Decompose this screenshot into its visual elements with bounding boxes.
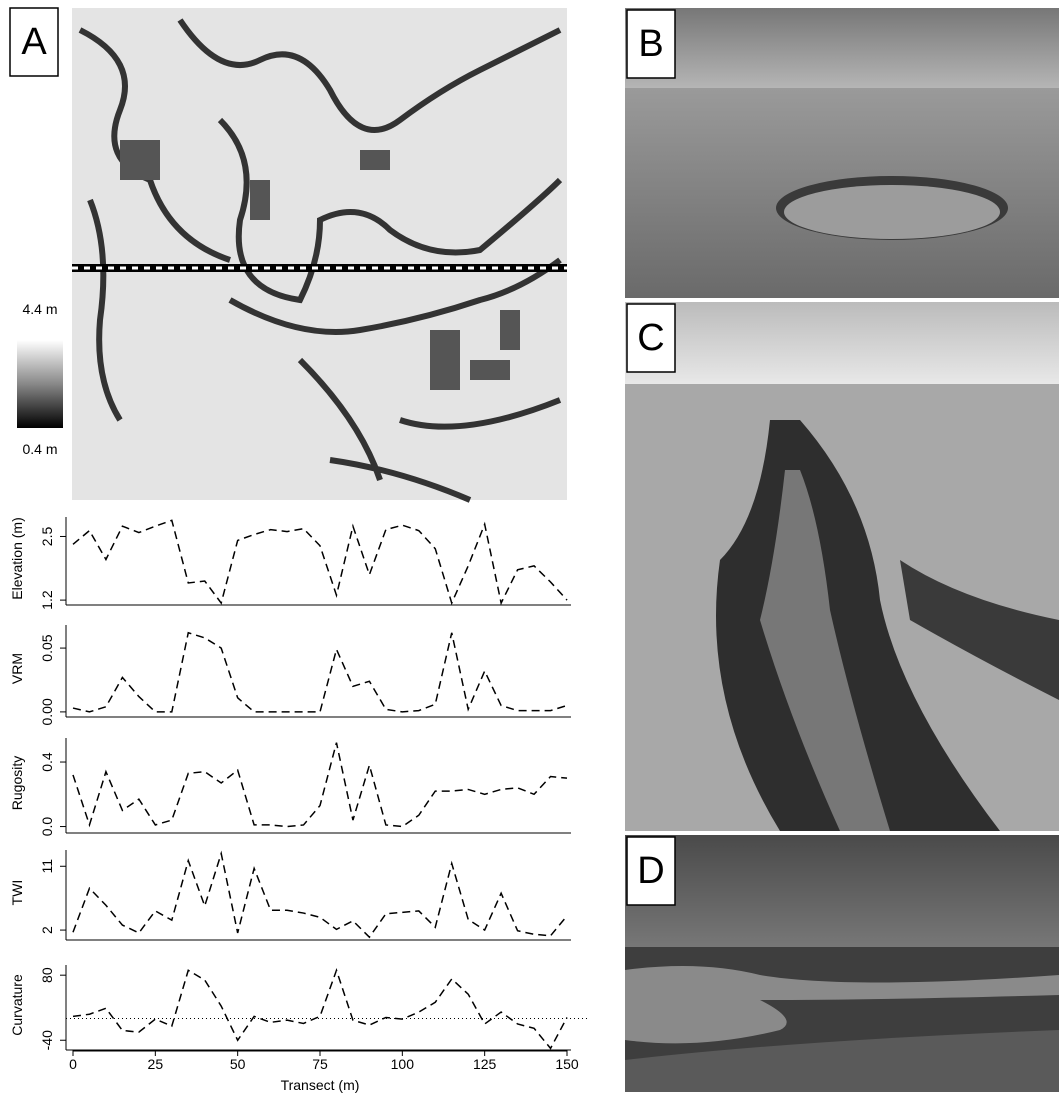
panel-label: D [637,850,664,892]
x-tick-label: 75 [312,1056,328,1072]
map: A 4.4 m 0.4 m [9,7,567,503]
x-tick-label: 25 [148,1056,164,1072]
y-tick-label: 0.00 [39,698,55,725]
y-tick-label: 80 [39,967,55,983]
panel-label: A [21,21,47,63]
y-tick-label: 0.0 [39,817,55,837]
y-tick-label: -40 [39,1030,55,1050]
data-line [72,742,568,828]
y-tick-label: 2.5 [39,527,55,547]
y-axis-title: Curvature [9,974,25,1036]
y-axis-title: VRM [9,653,25,684]
x-tick-label: 150 [555,1056,579,1072]
y-axis-title: TWI [9,880,25,906]
data-line [72,631,568,713]
y-tick-label: 0.4 [39,752,55,772]
photo-b: B [625,8,1059,298]
x-axis-title: Transect (m) [281,1077,360,1093]
y-tick-label: 0.05 [39,634,55,661]
colorbar-max: 4.4 m [22,301,57,317]
x-tick-label: 0 [69,1056,77,1072]
y-tick-label: 2 [39,926,55,934]
y-axis-title: Elevation (m) [9,517,25,599]
data-line [72,967,568,1050]
x-tick-label: 125 [473,1056,497,1072]
data-line [72,850,568,939]
colorbar-min: 0.4 m [22,441,57,457]
data-line [72,519,568,606]
y-tick-label: 1.2 [39,590,55,610]
y-axis-title: Rugosity [9,756,25,810]
panel-label: B [638,23,663,65]
x-tick-label: 50 [230,1056,246,1072]
photo-d: D [625,835,1059,1092]
y-tick-label: 11 [39,859,55,874]
panel-label: C [637,317,664,359]
photo-c: C [625,302,1059,831]
x-tick-label: 100 [391,1056,415,1072]
